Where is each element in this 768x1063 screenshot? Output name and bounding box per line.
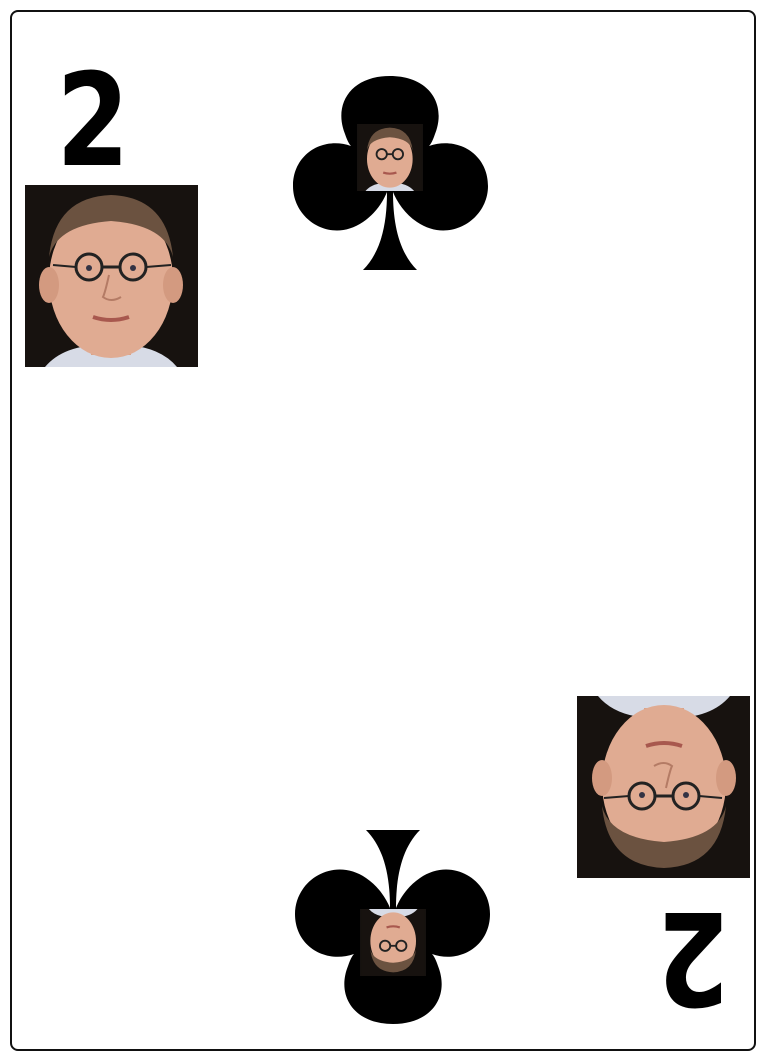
- club-portrait-top: [357, 124, 423, 191]
- club-pip-bottom: [295, 826, 490, 1026]
- playing-card: 2: [10, 10, 756, 1051]
- rank-label-bottom: 2: [656, 882, 730, 1031]
- portrait-bottom: [577, 696, 750, 878]
- face-portrait-icon: [358, 124, 422, 191]
- face-portrait-icon: [25, 185, 198, 367]
- club-portrait-bottom: [360, 909, 426, 976]
- face-portrait-icon: [577, 696, 750, 878]
- portrait-top: [25, 185, 198, 367]
- face-portrait-icon: [361, 909, 425, 976]
- rank-label-top: 2: [56, 47, 130, 196]
- club-pip-top: [293, 74, 488, 274]
